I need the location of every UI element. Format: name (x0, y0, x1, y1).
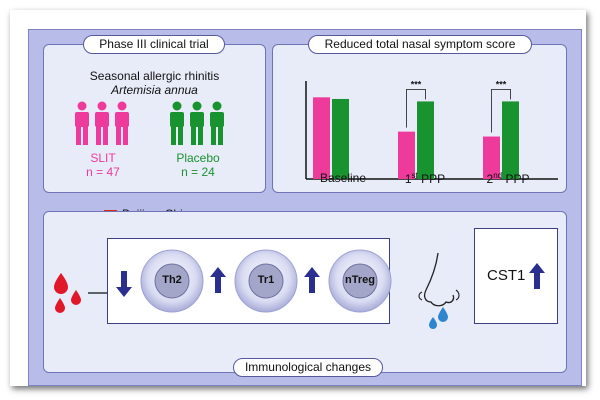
bar-placebo-1 (417, 101, 434, 179)
tick-label-2nd-ppp: 2nd PPP (486, 171, 530, 186)
slit-label: SLIT (90, 151, 116, 165)
immuno-panel: Th2 Tr1 nTreg CST1 (43, 211, 567, 373)
slit-people-icons (75, 101, 129, 145)
immune-cells-box: Th2 Tr1 nTreg (107, 238, 392, 324)
placebo-person-icon (170, 101, 184, 145)
placebo-person-icon (190, 101, 204, 145)
arrow-down-icon (116, 249, 204, 313)
placebo-person-icon (210, 101, 224, 145)
connector-line (88, 292, 108, 294)
tick-label-baseline: Baseline (319, 171, 367, 185)
significance-label-1: *** (411, 79, 422, 89)
bar-placebo-0 (332, 98, 349, 179)
cst1-box: CST1 (474, 228, 558, 324)
cst1-label: CST1 (487, 267, 526, 284)
trial-panel: Seasonal allergic rhinitis Artemisia ann… (43, 44, 266, 221)
slit-person-icon (95, 101, 109, 145)
bar-slit-0 (313, 97, 330, 179)
significance-bracket-2: *** (491, 79, 511, 133)
immuno-panel-title: Immunological changes (233, 358, 383, 377)
significance-bracket-1: *** (406, 79, 426, 128)
figure-sheet: Seasonal allergic rhinitis Artemisia ann… (10, 10, 586, 386)
species-text: Artemisia annua (111, 83, 198, 97)
bar-slit-1 (398, 131, 415, 179)
cell-label-th2: Th2 (162, 274, 182, 286)
arrow-up-icon (210, 249, 298, 313)
placebo-n: n = 24 (181, 165, 215, 179)
slit-person-icon (115, 101, 129, 145)
cell-label-ntreg: nTreg (345, 274, 375, 286)
figure-background: Seasonal allergic rhinitis Artemisia ann… (28, 29, 582, 386)
chart-panel: *** *** Baseline 1st PPP 2nd PPP (272, 44, 567, 193)
significance-label-2: *** (496, 79, 507, 89)
cst1-arrow-up-icon (529, 263, 545, 289)
placebo-people-icons (170, 101, 224, 145)
nose-icon (418, 252, 460, 329)
bar-placebo-2 (502, 101, 519, 179)
tnss-bar-chart: *** *** (305, 79, 558, 180)
cell-th2: Th2 (116, 247, 206, 315)
placebo-label: Placebo (176, 151, 220, 165)
bar-slit-2 (483, 136, 500, 179)
trial-panel-title: Phase III clinical trial (83, 35, 225, 54)
slit-n: n = 47 (86, 165, 120, 179)
condition-text: Seasonal allergic rhinitis (89, 69, 220, 83)
cell-label-tr1: Tr1 (257, 274, 275, 286)
arrow-up-icon (304, 249, 392, 313)
slit-person-icon (75, 101, 89, 145)
chart-panel-title: Reduced total nasal symptom score (308, 35, 532, 54)
tick-label-1st-ppp: 1st PPP (404, 171, 446, 186)
cell-tr1: Tr1 (210, 247, 300, 315)
blood-drops-icon (54, 273, 81, 313)
cell-ntreg: nTreg (304, 247, 394, 315)
